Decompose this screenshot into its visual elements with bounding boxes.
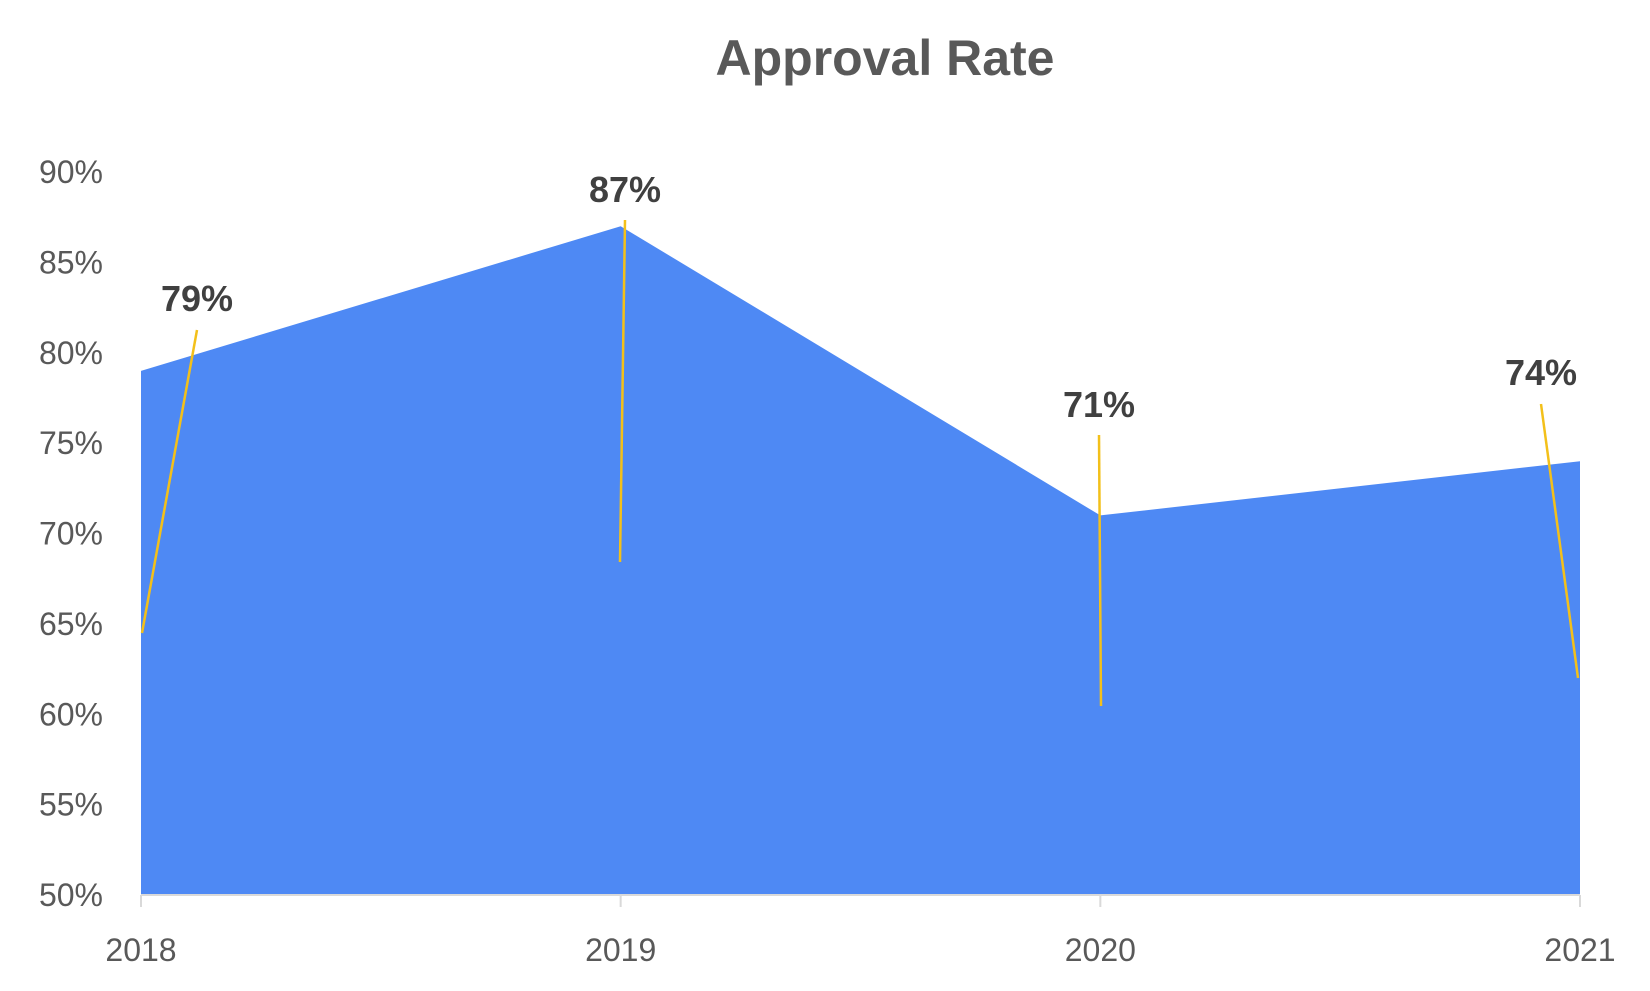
data-label-leader-line xyxy=(1539,403,1580,679)
x-tick-label: 2018 xyxy=(105,932,176,968)
x-tick-label: 2019 xyxy=(585,932,656,968)
y-tick-label: 65% xyxy=(39,606,103,642)
y-tick-label: 80% xyxy=(39,335,103,371)
data-label: 71% xyxy=(1063,384,1135,425)
y-tick-label: 70% xyxy=(39,516,103,552)
chart-title: Approval Rate xyxy=(716,30,1055,86)
data-label-leader-line xyxy=(1097,434,1103,707)
data-label: 79% xyxy=(161,278,233,319)
y-tick-label: 85% xyxy=(39,244,103,280)
y-tick-label: 90% xyxy=(39,154,103,190)
y-tick-label: 75% xyxy=(39,425,103,461)
y-tick-label: 50% xyxy=(39,877,103,913)
x-tick-label: 2021 xyxy=(1544,932,1615,968)
y-tick-label: 55% xyxy=(39,787,103,823)
plot-area: 50% 55% 60% 65% 70% 75% 80% 85% 90% 2018 2019 2020 2… xyxy=(39,154,1616,968)
area-series xyxy=(141,226,1580,896)
data-label: 87% xyxy=(589,169,661,210)
y-tick-label: 60% xyxy=(39,696,103,732)
x-tick-label: 2020 xyxy=(1065,932,1136,968)
data-label-leader-line xyxy=(618,219,627,563)
data-label: 74% xyxy=(1505,352,1577,393)
data-label-leader-line xyxy=(140,329,199,634)
